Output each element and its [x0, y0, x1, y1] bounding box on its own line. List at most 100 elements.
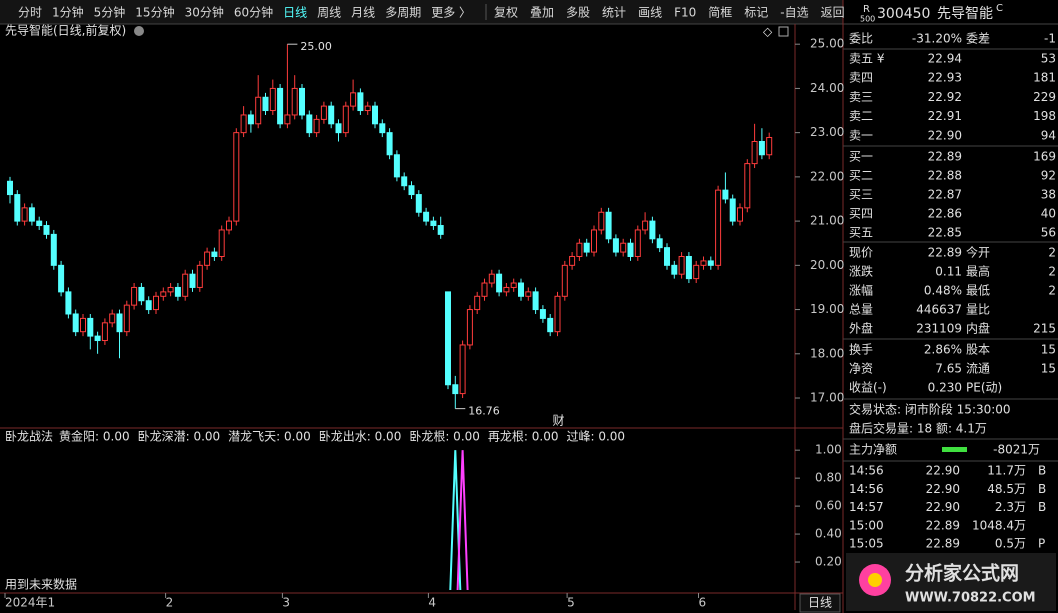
- main-label[interactable]: 主力净额: [849, 443, 897, 457]
- indicator-legend: 再龙根: 0.00: [488, 430, 559, 444]
- trade-amount: 2.3万: [995, 500, 1026, 514]
- candle-body: [87, 317, 94, 337]
- candle-body: [386, 132, 393, 156]
- candle-body: [649, 220, 656, 240]
- candle-body: [758, 140, 765, 156]
- trade-time: 14:57: [849, 500, 884, 514]
- book-volume: 92: [1041, 169, 1056, 183]
- y-tick-label: 0.80: [815, 471, 842, 485]
- toolbar-button[interactable]: 1分钟: [52, 5, 84, 20]
- toolbar-button[interactable]: 简框: [708, 6, 732, 20]
- book-price: 22.87: [928, 188, 962, 202]
- candle-body: [481, 282, 488, 297]
- toolbar-button[interactable]: 5分钟: [94, 5, 126, 20]
- period-box[interactable]: [799, 593, 841, 613]
- candle-body: [722, 189, 729, 200]
- value: 15: [1041, 362, 1056, 376]
- candle-body: [80, 317, 86, 333]
- candle-body: [342, 105, 349, 134]
- toolbar-button[interactable]: 标记: [744, 6, 768, 20]
- toolbar-button[interactable]: 更多 〉: [431, 6, 471, 20]
- icon[interactable]: [778, 26, 789, 37]
- toolbar-button[interactable]: -自选: [780, 6, 808, 20]
- candle-body: [671, 264, 678, 275]
- book-price: 22.88: [928, 169, 962, 183]
- candle-body: [393, 154, 400, 178]
- book-label: 卖三: [849, 90, 873, 104]
- flag: C: [996, 3, 1003, 14]
- value: -31.20%: [912, 32, 962, 46]
- indicator-legend: 卧龙出水: 0.00: [319, 430, 402, 444]
- toolbar-button[interactable]: 15分钟: [135, 5, 174, 20]
- book-label: 买二: [849, 169, 873, 183]
- candle-body: [474, 295, 481, 311]
- candle-body: [503, 286, 510, 293]
- candle-body: [583, 242, 590, 253]
- badge: R: [863, 4, 870, 15]
- toolbar-button[interactable]: 分时: [18, 6, 42, 20]
- value: 0.230: [928, 381, 962, 395]
- candle-body: [160, 291, 167, 297]
- candle-body: [408, 185, 415, 196]
- toolbar-button[interactable]: 60分钟: [234, 5, 273, 20]
- trade-time: 15:00: [849, 518, 884, 532]
- toolbar-button[interactable]: 周线: [317, 6, 341, 20]
- candle-body: [240, 114, 247, 134]
- toolbar-button[interactable]: 统计: [602, 6, 626, 20]
- book-label: 卖五 ¥: [849, 52, 885, 66]
- candle-body: [94, 335, 101, 342]
- candle-body: [218, 229, 225, 257]
- toolbar-button[interactable]: 叠加: [530, 6, 554, 20]
- candle-body: [700, 260, 707, 266]
- x-tick-label: 2: [166, 596, 174, 610]
- book-price: 22.90: [928, 128, 962, 142]
- logo-center: [868, 573, 882, 587]
- candle-body: [291, 87, 298, 116]
- toolbar-button[interactable]: 多股: [566, 6, 590, 20]
- logo-url: WWW.70822.COM: [905, 591, 1036, 606]
- value: 231109: [916, 322, 962, 336]
- toolbar-button[interactable]: 多周期: [385, 6, 421, 20]
- annotation: 25.00: [300, 40, 332, 53]
- candle-body: [320, 105, 327, 120]
- toolbar-button[interactable]: 30分钟: [185, 5, 224, 20]
- book-label: 买五: [849, 226, 873, 240]
- trade-flag: P: [1038, 537, 1045, 551]
- y-tick-label: 24.00: [810, 81, 844, 95]
- candle-body: [766, 137, 773, 156]
- value: 15: [1041, 343, 1056, 357]
- candle-body: [50, 233, 57, 266]
- candle-body: [153, 295, 159, 311]
- value: 0.11: [935, 265, 962, 279]
- toolbar-button[interactable]: 日线: [283, 6, 307, 20]
- label: 涨跌: [849, 264, 873, 279]
- toolbar-button[interactable]: 画线: [638, 6, 662, 20]
- candle-body: [211, 251, 218, 257]
- status: 交易状态: 闭市阶段 15:30:00: [849, 402, 1011, 417]
- candle-body: [532, 291, 539, 311]
- candle-body: [262, 96, 269, 112]
- candle-body: [109, 313, 116, 324]
- candle-body: [364, 105, 371, 112]
- candle-body: [357, 92, 364, 112]
- indicator-legend: 黄金阳: 0.00: [59, 429, 130, 444]
- x-tick-label: 5: [567, 596, 575, 610]
- candle-body: [43, 225, 50, 235]
- value: 0.48%: [924, 284, 962, 298]
- y-tick-label: 22.00: [810, 169, 844, 183]
- candle-body: [496, 273, 503, 293]
- book-volume: 40: [1041, 207, 1056, 221]
- badge-sub: 500: [860, 15, 875, 24]
- label: 流通: [966, 362, 990, 376]
- candle-body: [28, 207, 35, 222]
- toolbar-button[interactable]: 复权: [494, 6, 518, 20]
- toolbar-button[interactable]: F10: [674, 6, 696, 20]
- toolbar-button[interactable]: 月线: [351, 6, 375, 20]
- label: PE(动): [966, 381, 1002, 395]
- candle-body: [167, 286, 174, 293]
- main-value: -8021万: [993, 443, 1040, 457]
- candle-body: [539, 309, 546, 319]
- dropdown-icon[interactable]: [134, 26, 144, 36]
- icon[interactable]: ◇: [763, 25, 773, 39]
- toolbar-button[interactable]: 返回: [821, 6, 845, 20]
